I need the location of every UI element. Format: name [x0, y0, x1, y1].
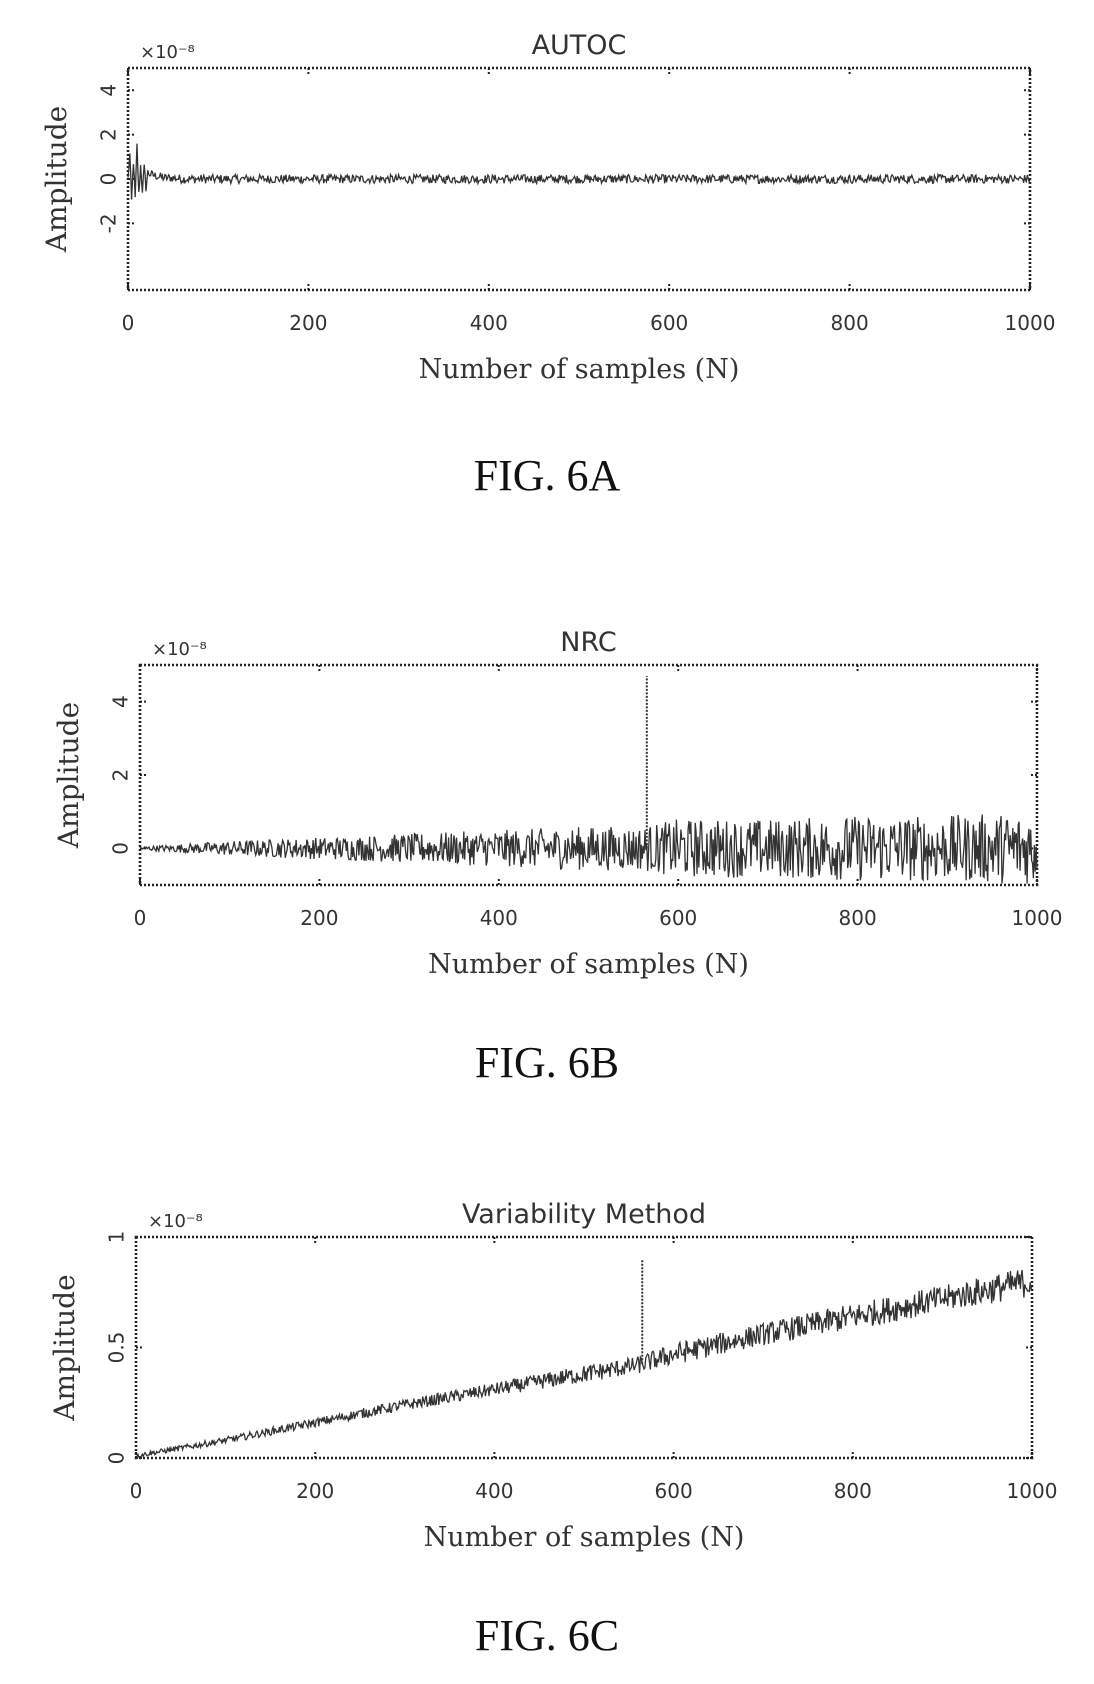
chart-1-xtick-label-0: 0 — [122, 311, 135, 335]
chart-3-title: Variability Method — [462, 1199, 706, 1230]
chart-1-xlabel: Number of samples (N) — [419, 354, 740, 385]
chart-2-title: NRC — [560, 627, 616, 658]
caption-fig-6b: FIG. 6B — [474, 1038, 620, 1087]
chart-3-xtick-label-4: 800 — [834, 1479, 872, 1503]
chart-1-ytick-label-2: 2 — [97, 128, 121, 141]
chart-3-y-exponent: ×10⁻⁸ — [148, 1211, 203, 1232]
chart-3-ylabel: Amplitude — [48, 1274, 81, 1421]
chart-1-title: AUTOC — [532, 30, 627, 61]
chart-3-xtick-label-2: 400 — [475, 1479, 513, 1503]
chart-3-ytick-label-2: 1 — [105, 1231, 129, 1244]
chart-3-xtick-label-5: 1000 — [1007, 1479, 1058, 1503]
chart-1-series-1 — [127, 143, 1031, 200]
chart-3-xlabel: Number of samples (N) — [424, 1522, 745, 1553]
chart-1-xtick-label-1: 200 — [289, 311, 327, 335]
caption-fig-6c: FIG. 6C — [474, 1611, 620, 1660]
chart-3-xtick-label-0: 0 — [130, 1479, 143, 1503]
chart-2-xtick-label-3: 600 — [659, 906, 697, 930]
chart-3-xtick-label-1: 200 — [296, 1479, 334, 1503]
chart-2-xlabel: Number of samples (N) — [428, 949, 749, 980]
chart-3-xtick-label-3: 600 — [655, 1479, 693, 1503]
chart-2-ytick-label-1: 2 — [109, 769, 133, 782]
chart-1-ylabel: Amplitude — [40, 106, 73, 253]
chart-1-y-exponent: ×10⁻⁸ — [140, 42, 195, 63]
chart-1-xtick-label-2: 400 — [470, 311, 508, 335]
chart-3-ytick-label-0: 0 — [105, 1452, 129, 1465]
chart-3-series-1 — [135, 1269, 1033, 1459]
chart-2-ytick-label-0: 0 — [109, 842, 133, 855]
chart-1-ytick-label-0: -2 — [97, 213, 121, 233]
chart-2-y-exponent: ×10⁻⁸ — [152, 639, 207, 660]
caption-fig-6a: FIG. 6A — [473, 451, 621, 500]
chart-3-ytick-label-1: 0.5 — [105, 1332, 129, 1364]
chart-2-xtick-label-0: 0 — [134, 906, 147, 930]
chart-1-xtick-label-4: 800 — [831, 311, 869, 335]
chart-2-ytick-label-2: 4 — [109, 695, 133, 708]
chart-1-ytick-label-1: 0 — [97, 173, 121, 186]
chart-2-series-1 — [139, 814, 1038, 884]
chart-2-xtick-label-5: 1000 — [1012, 906, 1063, 930]
chart-2-xtick-label-4: 800 — [839, 906, 877, 930]
chart-1-xtick-label-3: 600 — [650, 311, 688, 335]
chart-2-xtick-label-1: 200 — [300, 906, 338, 930]
chart-1-ytick-label-3: 4 — [97, 84, 121, 97]
chart-1-xtick-label-5: 1000 — [1005, 311, 1056, 335]
chart-3-frame — [134, 1235, 1034, 1460]
chart-2-xtick-label-2: 400 — [480, 906, 518, 930]
chart-2-ylabel: Amplitude — [52, 702, 85, 849]
